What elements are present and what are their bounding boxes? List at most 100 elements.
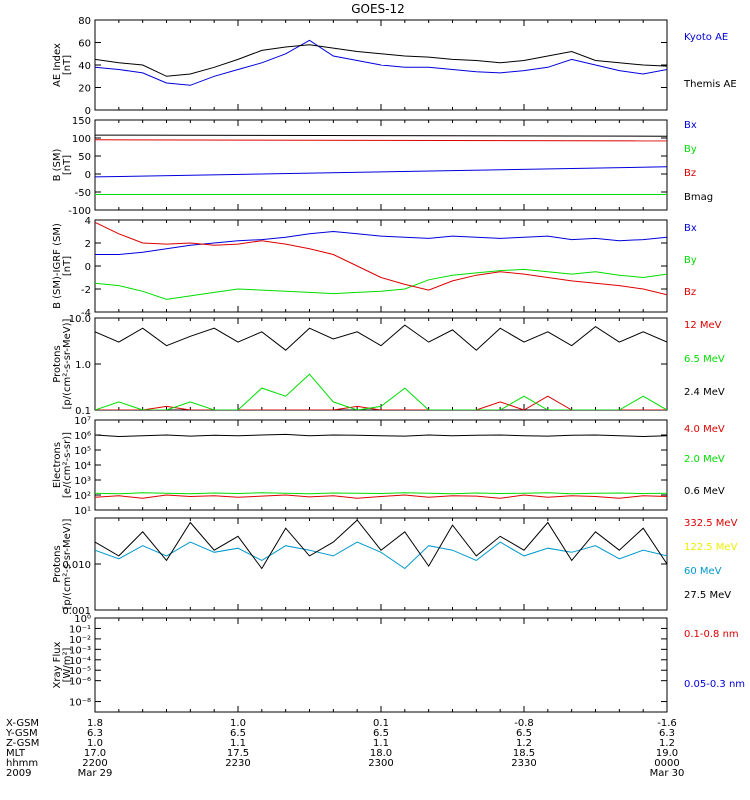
bottom-row-label-hhmm: hhmm bbox=[6, 758, 38, 769]
y-tick-label: 1.0 bbox=[75, 360, 91, 371]
series-group bbox=[95, 519, 667, 570]
bottom-row-value: 18.5 bbox=[513, 748, 535, 759]
series-line-2-0-mev bbox=[95, 492, 667, 495]
bottom-row-value: 1.2 bbox=[659, 738, 675, 749]
legend-entry-bz: Bz bbox=[684, 168, 696, 179]
bottom-row-value: -0.8 bbox=[514, 718, 534, 729]
legend-entry-bx: Bx bbox=[684, 223, 697, 234]
legend-entry-themis-ae: Themis AE bbox=[683, 79, 737, 90]
legend-entry-bx: Bx bbox=[684, 120, 697, 131]
series-group bbox=[95, 433, 667, 499]
series-line-themis-ae bbox=[95, 44, 667, 77]
bottom-row-value: Mar 29 bbox=[78, 768, 113, 779]
y-tick-label: 4 bbox=[85, 216, 91, 227]
panel-frame bbox=[94, 517, 668, 611]
y-tick-label: 10⁻⁵ bbox=[69, 666, 91, 677]
legend-entry-12-mev: 12 MeV bbox=[684, 320, 722, 331]
bottom-row-value: Mar 30 bbox=[650, 768, 685, 779]
y-tick-label: 20 bbox=[78, 84, 91, 95]
bottom-row-value: 0000 bbox=[654, 758, 679, 769]
panel-frame bbox=[94, 617, 668, 713]
y-tick-label: 80 bbox=[78, 16, 91, 27]
bottom-row-value: 19.0 bbox=[656, 748, 678, 759]
panel-frame bbox=[94, 219, 668, 313]
y-tick-label: 60 bbox=[78, 39, 91, 50]
legend-entry-27-5-mev: 27.5 MeV bbox=[684, 590, 731, 601]
bottom-row-value: 0.1 bbox=[373, 718, 389, 729]
series-group bbox=[95, 134, 667, 195]
y-tick-label: 100 bbox=[72, 134, 91, 145]
bottom-row-value: 6.3 bbox=[659, 728, 675, 739]
y-tick-label: -50 bbox=[75, 188, 91, 199]
y-tick-label: 0 bbox=[85, 170, 91, 181]
y-tick-label: 10⁶ bbox=[74, 431, 91, 442]
y-tick-label: -2 bbox=[81, 285, 91, 296]
legend-entry-bmag: Bmag bbox=[684, 192, 713, 203]
y-tick-label: 10⁻⁴ bbox=[69, 656, 91, 667]
bottom-row-value: 1.8 bbox=[87, 718, 103, 729]
y-tick-label: 10.0 bbox=[69, 314, 91, 325]
y-tick-label: 0 bbox=[85, 106, 91, 117]
y-axis-label: AE Index bbox=[52, 43, 63, 87]
legend-entry-4-0-mev: 4.0 MeV bbox=[684, 424, 725, 435]
legend-entry-0-05-0-3-nm: 0.05-0.3 nm bbox=[684, 679, 745, 690]
y-tick-label: 10⁻¹ bbox=[69, 624, 91, 635]
y-tick-label: 10¹ bbox=[74, 506, 91, 517]
y-tick-label: 10² bbox=[74, 491, 91, 502]
bottom-row-value: 2230 bbox=[225, 758, 250, 769]
y-axis-label: [nT] bbox=[62, 256, 73, 276]
bottom-row-value: 1.1 bbox=[373, 738, 389, 749]
y-tick-label: 10⁻⁸ bbox=[69, 698, 91, 709]
series-line-0-6-mev bbox=[95, 433, 667, 438]
series-line-by bbox=[95, 268, 667, 300]
y-tick-label: 0.1 bbox=[75, 406, 91, 417]
y-axis-label: [p/(cm²-s-sr-MeV)] bbox=[62, 518, 73, 609]
y-tick-label: 0.010 bbox=[62, 560, 91, 571]
bottom-row-value: 2330 bbox=[511, 758, 536, 769]
series-line-2-4-mev bbox=[95, 324, 667, 351]
legend-entry-60-mev: 60 MeV bbox=[684, 566, 722, 577]
legend-entry-2-0-mev: 2.0 MeV bbox=[684, 454, 725, 465]
legend-entry-122-5-mev: 122.5 MeV bbox=[684, 542, 738, 553]
bottom-axis-table: X-GSM 1.8 1.0 0.1 -0.8 -1.6 Y-GSM 6.3 6.5 6.5 6.5 6… bbox=[5, 718, 684, 779]
y-tick-label: 10⁷ bbox=[74, 416, 91, 427]
y-axis-label: [nT] bbox=[62, 155, 73, 175]
legend-entry-bz: Bz bbox=[684, 287, 696, 298]
legend-entry-by: By bbox=[684, 255, 697, 266]
series-line-bx bbox=[95, 166, 667, 178]
series-line-bmag bbox=[95, 134, 667, 137]
legend-entry-332-5-mev: 332.5 MeV bbox=[684, 518, 738, 529]
bottom-row-value: 2300 bbox=[368, 758, 393, 769]
panel-3: -4 -2 0 2 4 B (SM)-IGRF (SM) [nT] Bx By Bz bbox=[52, 216, 697, 319]
bottom-row-value: 18.0 bbox=[370, 748, 392, 759]
y-tick-label: 50 bbox=[78, 152, 91, 163]
series-group bbox=[95, 221, 667, 300]
y-axis-label: Xray Flux bbox=[52, 641, 63, 688]
y-axis-label: [W/m²] bbox=[62, 647, 73, 682]
y-axis-label: Electrons bbox=[52, 442, 63, 488]
bottom-row-label-z-gsm: Z-GSM bbox=[6, 738, 39, 749]
bottom-row-label-y-gsm: Y-GSM bbox=[5, 728, 38, 739]
y-axis-label: B (SM)-IGRF (SM) bbox=[52, 223, 63, 309]
y-tick-label: 0 bbox=[85, 262, 91, 273]
bottom-row-value: 1.0 bbox=[230, 718, 246, 729]
legend-entry-6-5-mev: 6.5 MeV bbox=[684, 354, 725, 365]
y-tick-label: 10⁻⁶ bbox=[69, 677, 91, 688]
y-tick-label: 10⁻³ bbox=[69, 645, 91, 656]
y-axis-label: [e/(cm²-s-sr)] bbox=[62, 432, 73, 498]
y-tick-label: 10⁰ bbox=[74, 614, 91, 625]
series-line-bz bbox=[95, 221, 667, 296]
series-group bbox=[95, 324, 667, 410]
bottom-row-value: 6.3 bbox=[87, 728, 103, 739]
bottom-row-value: 1.1 bbox=[230, 738, 246, 749]
y-tick-label: -100 bbox=[68, 206, 91, 217]
bottom-row-label-x-gsm: X-GSM bbox=[6, 718, 39, 729]
y-tick-label: 150 bbox=[72, 116, 91, 127]
bottom-row-label-2009: 2009 bbox=[6, 768, 31, 779]
panel-frame bbox=[94, 119, 668, 211]
y-tick-label: 10⁴ bbox=[74, 461, 91, 472]
bottom-row-value: -1.6 bbox=[657, 718, 677, 729]
series-line-bx bbox=[95, 230, 667, 255]
